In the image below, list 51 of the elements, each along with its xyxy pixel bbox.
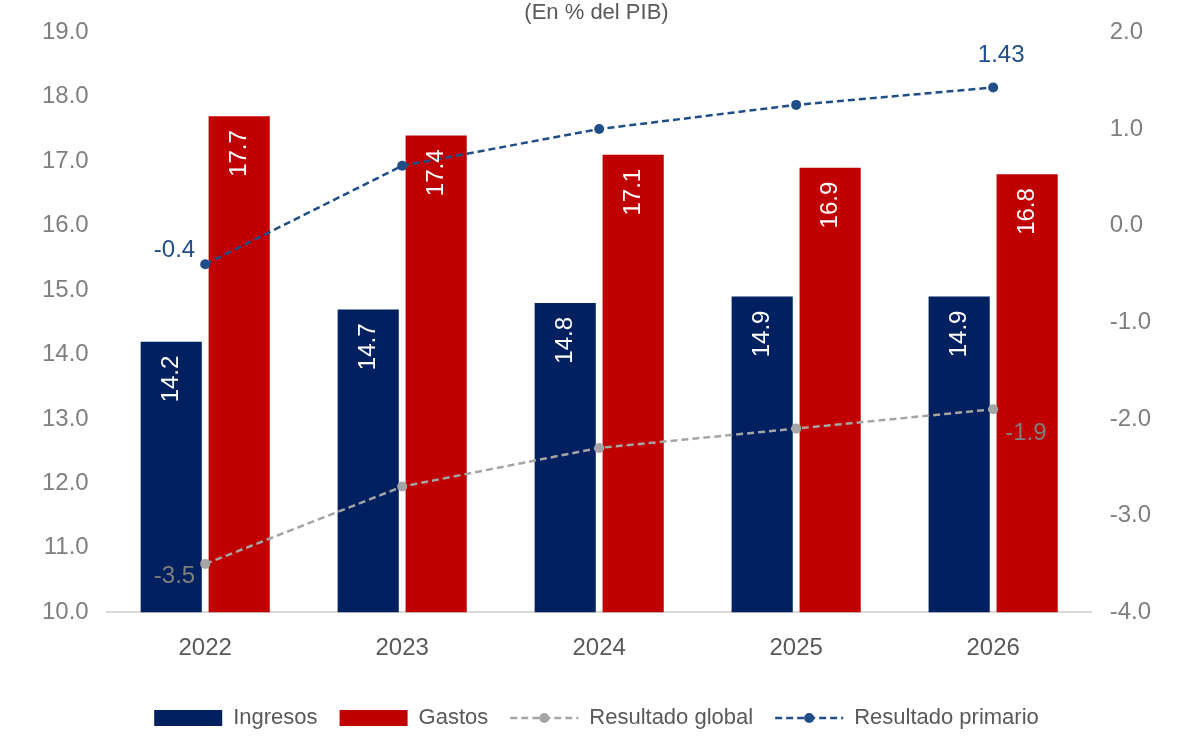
data-label: 14.9 <box>746 310 774 358</box>
y2-tick-label: -2.0 <box>1109 403 1151 431</box>
y2-tick-label: 1.0 <box>1109 113 1144 141</box>
y-tick-label: 12.0 <box>41 467 89 495</box>
point <box>594 442 605 453</box>
x-tick-label: 2023 <box>375 633 429 661</box>
legend-label: Resultado global <box>589 704 754 730</box>
data-label: 14.9 <box>943 310 971 358</box>
data-label: 17.4 <box>420 149 448 197</box>
point <box>200 558 211 569</box>
y2-tick-label: 2.0 <box>1109 17 1144 45</box>
data-label: 17.7 <box>223 130 251 177</box>
legend-label: Resultado primario <box>854 704 1039 730</box>
point <box>397 160 408 171</box>
point <box>791 99 802 110</box>
point <box>791 423 802 434</box>
point <box>200 259 211 270</box>
y-tick-label: 13.0 <box>41 403 89 431</box>
y-tick-label: 15.0 <box>41 274 89 302</box>
x-tick-label: 2024 <box>572 633 626 661</box>
x-tick-label: 2026 <box>966 633 1020 661</box>
data-label: -0.4 <box>153 234 196 262</box>
point <box>594 124 605 135</box>
data-label: -1.9 <box>1005 417 1047 445</box>
y2-tick-label: -3.0 <box>1109 500 1151 528</box>
data-label: -3.5 <box>153 560 196 588</box>
y-tick-label: 18.0 <box>41 81 89 109</box>
data-label: 14.7 <box>352 323 380 371</box>
y2-tick-label: -4.0 <box>1109 596 1151 624</box>
y-tick-label: 16.0 <box>41 210 89 238</box>
x-tick-label: 2025 <box>769 633 823 661</box>
point <box>988 404 999 415</box>
chart-subtitle: (En % del PIB) <box>524 0 669 25</box>
y2-tick-label: 0.0 <box>1109 210 1144 238</box>
x-tick-label: 2022 <box>178 633 232 661</box>
data-label: 16.9 <box>814 181 842 229</box>
legend-label: Ingresos <box>233 704 318 730</box>
data-label: 1.43 <box>977 40 1025 68</box>
y-tick-label: 11.0 <box>43 532 89 560</box>
data-label: 17.1 <box>617 168 645 216</box>
y-tick-label: 19.0 <box>41 17 89 45</box>
data-label: 14.2 <box>155 355 183 403</box>
data-label: 14.8 <box>549 316 577 364</box>
y2-tick-label: -1.0 <box>1109 306 1151 334</box>
y-tick-label: 10.0 <box>41 596 89 624</box>
y-tick-label: 14.0 <box>41 339 89 367</box>
legend-label: Gastos <box>418 704 489 730</box>
y-tick-label: 17.0 <box>41 145 89 173</box>
point <box>397 481 408 492</box>
point <box>988 82 999 93</box>
data-label: 16.8 <box>1011 188 1039 235</box>
